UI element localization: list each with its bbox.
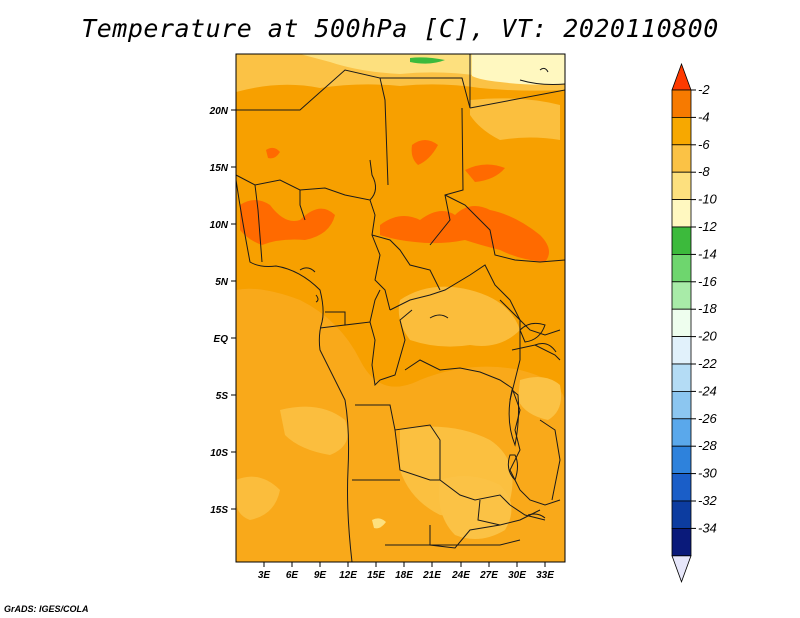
lon-label: 24E — [451, 570, 470, 581]
colorbar-box — [671, 473, 692, 502]
colorbar-box — [671, 281, 692, 310]
colorbar-label: -22 — [698, 356, 718, 371]
colorbar-label: -16 — [698, 274, 718, 289]
lat-label: 15S — [210, 505, 228, 516]
colorbar-box — [671, 418, 692, 447]
chart-title: Temperature at 500hPa [C], VT: 202011080… — [81, 14, 719, 43]
lat-label: 20N — [209, 106, 229, 117]
hot-patch-north — [411, 140, 438, 165]
colorbar-top-triangle — [671, 62, 692, 91]
colorbar: -2 -4 -6 -8 -10 -12 -14 -16 -18 -20 -22 -24 -26 -28 -3… — [671, 62, 718, 583]
hot-patch-nw — [266, 147, 280, 159]
cool-patch-6 — [236, 476, 280, 520]
colorbar-box — [671, 199, 692, 228]
colorbar-box — [671, 117, 692, 146]
colorbar-label: -8 — [698, 164, 710, 179]
lat-label: 10N — [210, 220, 229, 231]
lat-label: 5S — [216, 391, 229, 402]
colorbar-box — [671, 390, 692, 420]
lat-label: EQ — [214, 334, 229, 345]
lon-label: 21E — [422, 570, 441, 581]
colorbar-label: -34 — [698, 520, 717, 535]
colorbar-label: -24 — [698, 383, 717, 398]
colorbar-box — [671, 500, 692, 529]
colorbar-box — [671, 89, 692, 118]
latitude-axis — [231, 109, 236, 510]
lon-label: 27E — [479, 570, 498, 581]
hot-patch-central — [380, 206, 549, 262]
hot-patch-ne — [465, 164, 505, 182]
longitude-axis — [263, 562, 546, 567]
lon-label: 6E — [286, 570, 299, 581]
lon-label: 12E — [339, 570, 357, 581]
colorbar-box — [671, 171, 692, 200]
lon-label: 15E — [367, 570, 385, 581]
colorbar-box — [671, 226, 692, 255]
colorbar-label: -12 — [698, 219, 718, 234]
colorbar-label: -28 — [698, 438, 718, 453]
lat-label: 5N — [215, 277, 229, 288]
colorbar-box — [671, 363, 692, 392]
lat-label: 10S — [210, 448, 228, 459]
colorbar-label: -20 — [698, 329, 718, 344]
colorbar-bottom-triangle — [671, 555, 692, 583]
cool-patch-5 — [518, 376, 562, 420]
colorbar-box — [671, 308, 692, 338]
lon-label: 30E — [508, 570, 526, 581]
map-frame — [235, 53, 566, 563]
latitude-labels: 20N 15N 10N 5N EQ 5S 10S 15S — [209, 106, 229, 516]
lon-label: 3E — [258, 570, 271, 581]
colorbar-label: -10 — [698, 192, 718, 207]
cool-patch-7 — [470, 98, 560, 140]
colorbar-label: -30 — [698, 466, 718, 481]
colorbar-label: -26 — [698, 411, 718, 426]
colorbar-box — [671, 336, 692, 365]
colorbar-box — [671, 528, 692, 557]
colorbar-box — [671, 253, 692, 283]
colorbar-label: -14 — [698, 246, 717, 261]
colorbar-label: -32 — [698, 493, 718, 508]
hot-patch-west — [240, 200, 335, 245]
lon-label: 9E — [314, 570, 327, 581]
longitude-labels: 3E 6E 9E 12E 15E 18E 21E 24E 27E 30E 33E — [258, 570, 554, 581]
colorbar-label: -18 — [698, 301, 718, 316]
lon-label: 33E — [536, 570, 554, 581]
colorbar-box — [671, 144, 692, 173]
country-borders — [236, 54, 565, 562]
colorbar-label: -2 — [698, 82, 710, 97]
grads-credit: GrADS: IGES/COLA — [4, 604, 89, 614]
cool-patch-2 — [280, 406, 348, 455]
lon-label: 18E — [395, 570, 413, 581]
field-pale-ne — [472, 54, 565, 85]
pale-spot-south — [372, 518, 386, 529]
lat-label: 15N — [210, 163, 229, 174]
field-green-patch — [410, 57, 445, 64]
temperature-field — [236, 54, 565, 562]
colorbar-label: -4 — [698, 109, 710, 124]
colorbar-label: -6 — [698, 137, 710, 152]
cool-patch-1 — [398, 286, 520, 347]
colorbar-box — [671, 445, 692, 475]
